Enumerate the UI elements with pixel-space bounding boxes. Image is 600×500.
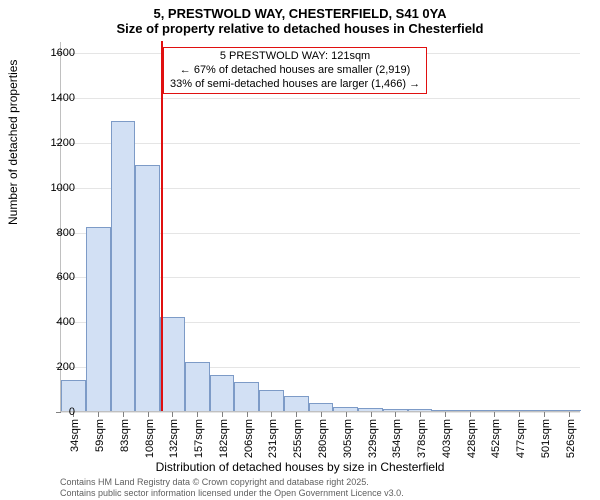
x-tick-mark [395,412,396,417]
y-tick-label: 800 [35,227,75,239]
histogram-bar [432,410,457,411]
x-tick-mark [470,412,471,417]
grid-line [61,98,580,99]
histogram-bar [135,165,160,411]
x-tick-mark [346,412,347,417]
y-tick-label: 1400 [35,92,75,104]
chart-title-main: 5, PRESTWOLD WAY, CHESTERFIELD, S41 0YA [0,0,600,21]
chart-footer: Contains HM Land Registry data © Crown c… [60,477,404,498]
histogram-bar [333,407,358,411]
histogram-bar [234,382,259,411]
grid-line [61,143,580,144]
x-tick-mark [172,412,173,417]
y-tick-label: 600 [35,271,75,283]
y-tick-label: 1000 [35,182,75,194]
footer-line-2: Contains public sector information licen… [60,488,404,498]
histogram-bar [383,409,408,411]
x-tick-mark [123,412,124,417]
plot-area: 34sqm59sqm83sqm108sqm132sqm157sqm182sqm2… [60,42,580,412]
histogram-bar [284,396,309,411]
reference-line [161,41,163,411]
histogram-bar [507,410,532,411]
chart-title-sub: Size of property relative to detached ho… [0,21,600,36]
histogram-bar [531,410,556,411]
histogram-bar [210,375,235,411]
x-axis-label: Distribution of detached houses by size … [0,460,600,474]
x-tick-mark [420,412,421,417]
y-tick-label: 1600 [35,47,75,59]
histogram-bar [556,410,581,411]
x-tick-mark [371,412,372,417]
x-tick-mark [296,412,297,417]
x-tick-mark [321,412,322,417]
annotation-line: 5 PRESTWOLD WAY: 121sqm [170,50,420,64]
y-tick-label: 200 [35,361,75,373]
y-tick-label: 0 [35,406,75,418]
x-tick-mark [98,412,99,417]
histogram-bar [408,409,433,411]
x-tick-mark [569,412,570,417]
histogram-bar [358,408,383,411]
annotation-line: ← 67% of detached houses are smaller (2,… [170,64,420,78]
histogram-bar [111,121,136,411]
histogram-bar [160,317,185,411]
x-tick-mark [197,412,198,417]
histogram-bar [185,362,210,411]
histogram-bar [309,403,334,411]
histogram-bar [86,227,111,411]
x-tick-mark [222,412,223,417]
y-tick-label: 1200 [35,137,75,149]
x-tick-mark [445,412,446,417]
footer-line-1: Contains HM Land Registry data © Crown c… [60,477,404,487]
x-tick-mark [271,412,272,417]
x-tick-mark [247,412,248,417]
x-tick-mark [494,412,495,417]
y-tick-label: 400 [35,316,75,328]
property-size-chart: 5, PRESTWOLD WAY, CHESTERFIELD, S41 0YA … [0,0,600,500]
annotation-line: 33% of semi-detached houses are larger (… [170,78,420,92]
y-axis-label: Number of detached properties [6,60,20,225]
histogram-bar [457,410,482,411]
histogram-bar [259,390,284,411]
x-tick-mark [519,412,520,417]
x-tick-mark [148,412,149,417]
annotation-box: 5 PRESTWOLD WAY: 121sqm← 67% of detached… [163,47,427,94]
x-tick-mark [544,412,545,417]
histogram-bar [482,410,507,411]
